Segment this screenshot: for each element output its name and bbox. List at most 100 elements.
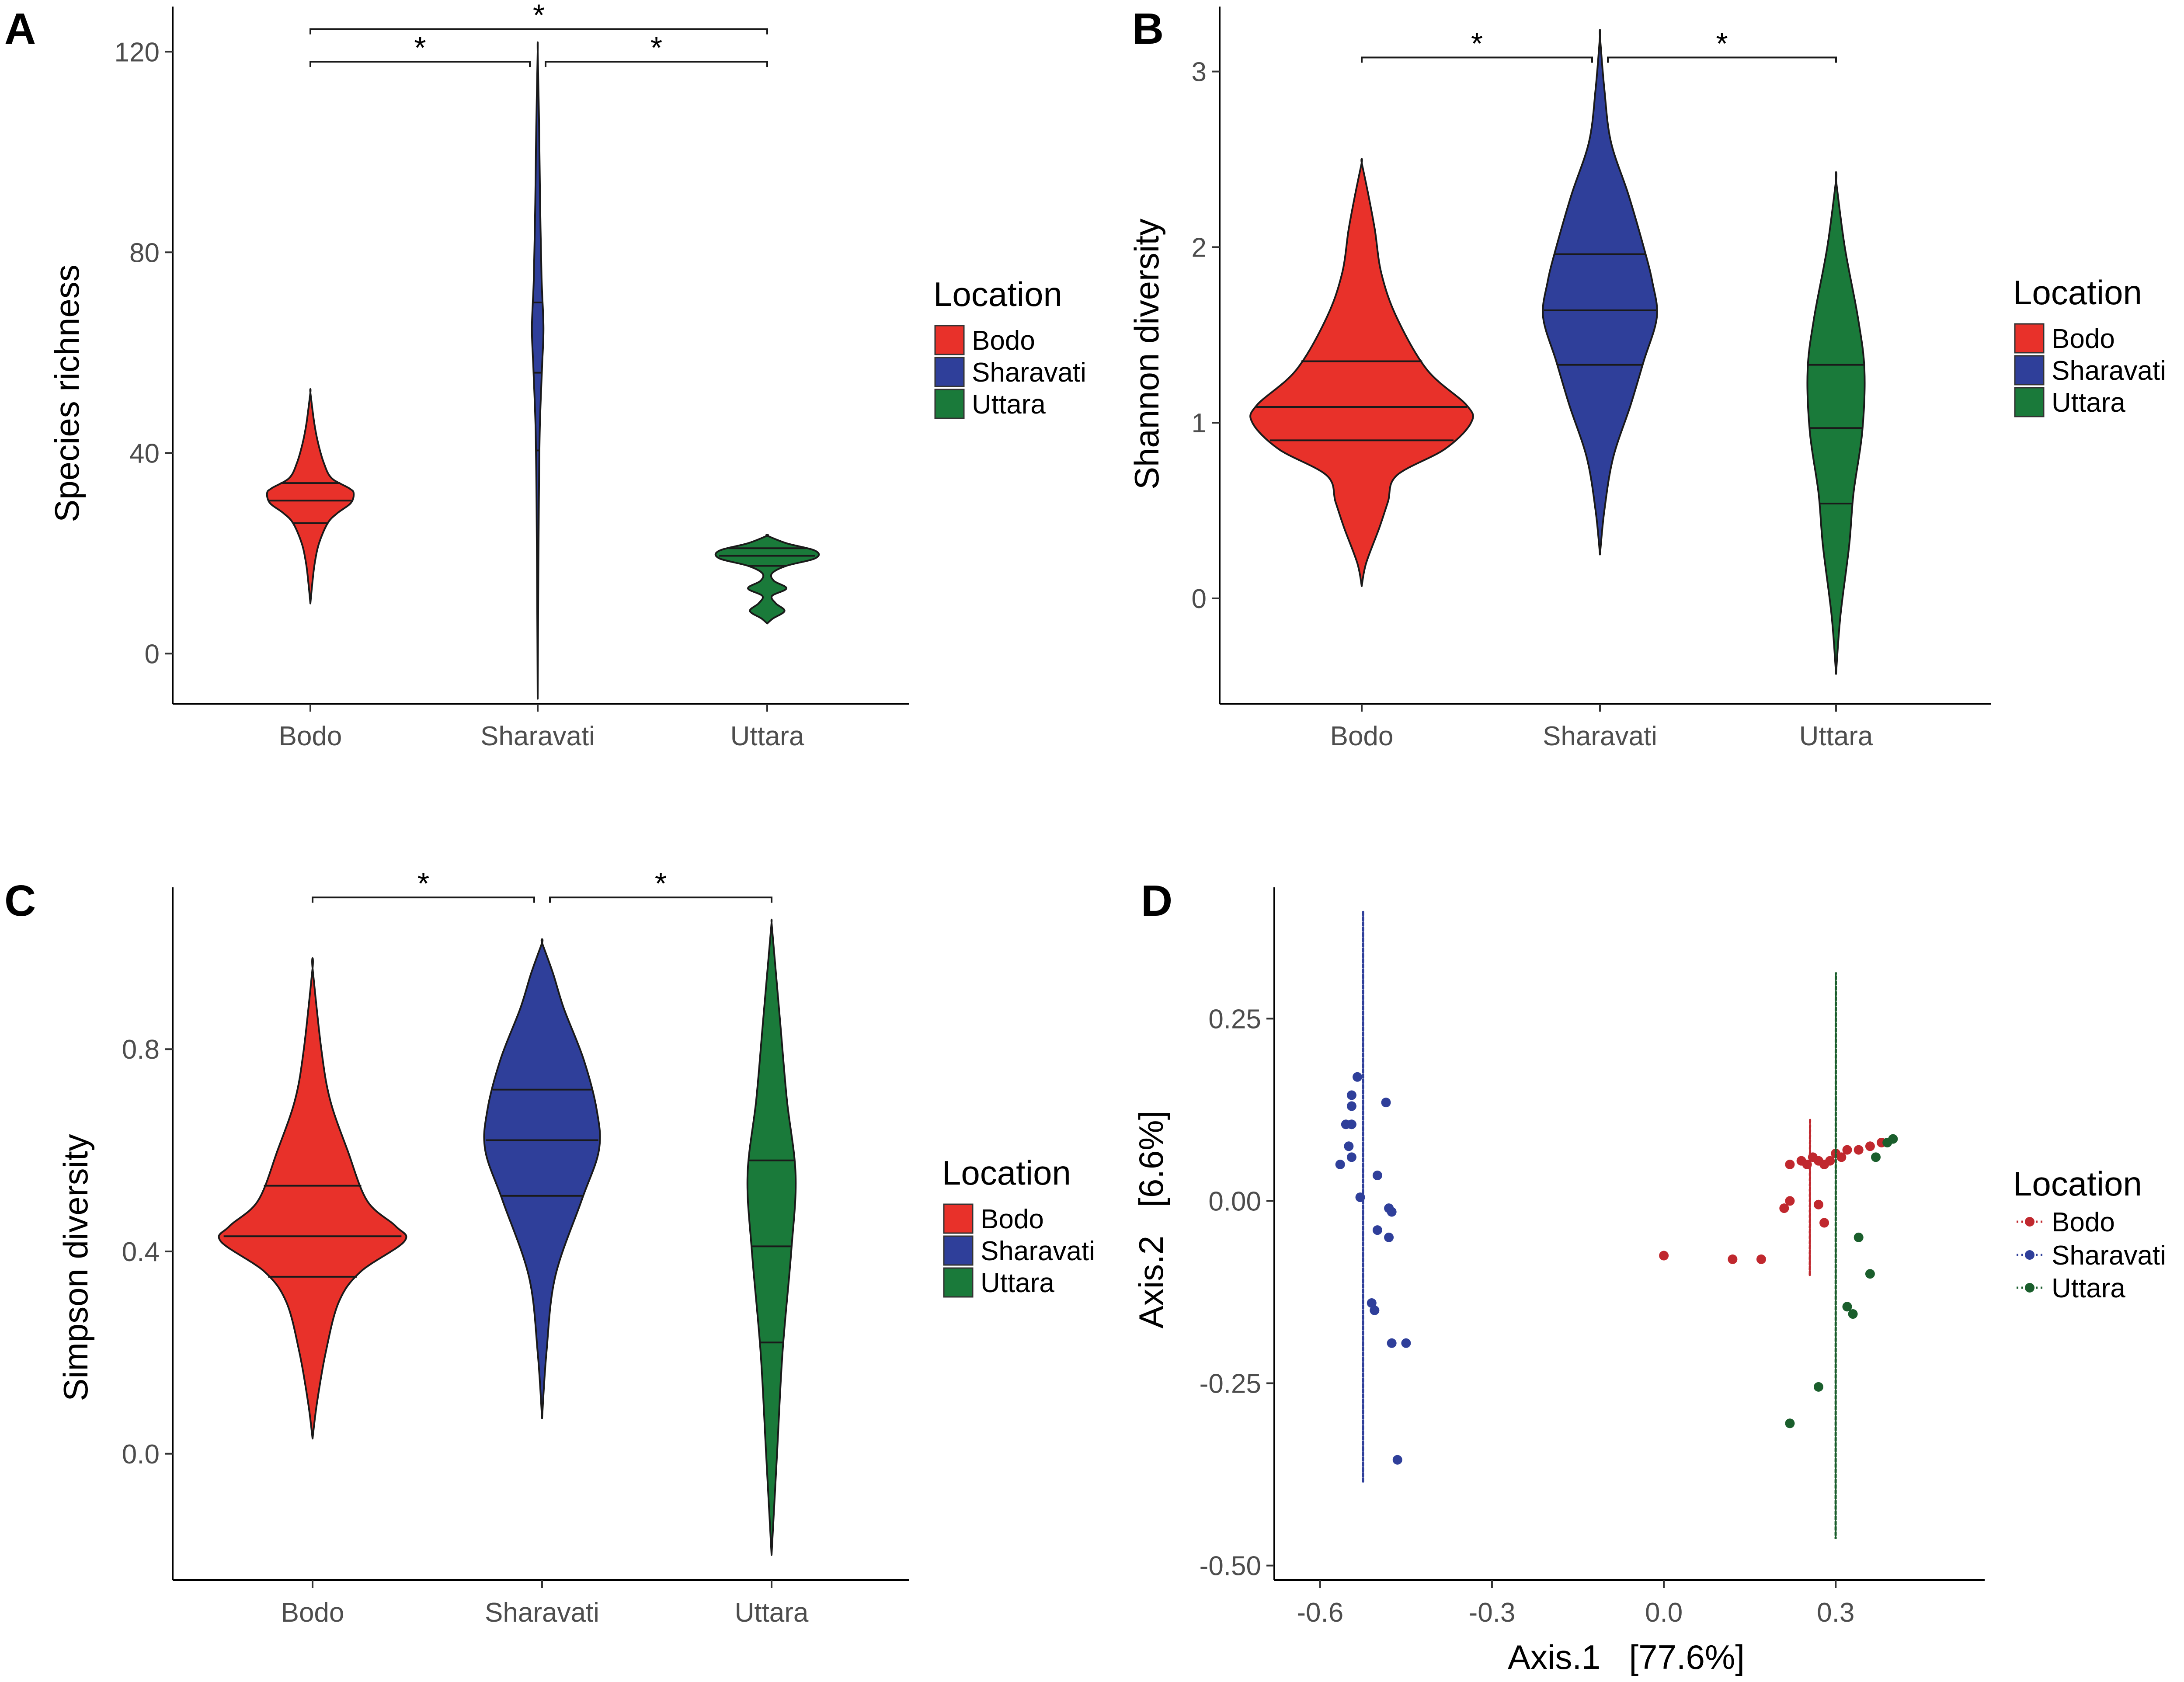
panel-a-legend: Location Bodo Sharavati Uttara bbox=[933, 275, 1086, 420]
panel-c-legend-key-bodo bbox=[943, 1203, 974, 1234]
panel-a-y-tick-label: 0 bbox=[145, 639, 160, 669]
panel-d-point-uttara bbox=[1813, 1382, 1823, 1392]
panel-c-legend-label-uttara: Uttara bbox=[981, 1268, 1054, 1298]
panel-d-legend-dot-bodo bbox=[2025, 1217, 2034, 1227]
panel-c-significance-bracket bbox=[312, 897, 535, 903]
panel-a-plot: 0 40 80 120 Bodo Sharavati Uttara * * * bbox=[115, 0, 909, 751]
panel-d-point-uttara bbox=[1842, 1302, 1852, 1312]
panel-c-violin-bodo bbox=[218, 957, 407, 1440]
panel-c-label: C bbox=[4, 876, 36, 925]
panel-a-y-tick-label: 40 bbox=[129, 438, 160, 469]
panel-d-point-bodo bbox=[1728, 1254, 1738, 1264]
panel-a-violin-bodo bbox=[266, 388, 355, 605]
panel-d-point-bodo bbox=[1825, 1156, 1835, 1166]
panel-c-x-tick-label-sharavati: Sharavati bbox=[485, 1598, 599, 1628]
panel-d-legend-label-bodo: Bodo bbox=[2052, 1207, 2115, 1237]
panel-d-point-bodo bbox=[1785, 1160, 1795, 1169]
panel-d-point-sharavati bbox=[1384, 1232, 1394, 1242]
panel-d-point-sharavati bbox=[1346, 1152, 1356, 1162]
panel-b-significance-bracket bbox=[1361, 56, 1593, 63]
panel-a-legend-label-uttara: Uttara bbox=[972, 389, 1046, 420]
panel-d-x-tick-label: -0.3 bbox=[1469, 1598, 1516, 1628]
panel-b-y-axis-title: Shannon diversity bbox=[1127, 219, 1166, 490]
panel-a-legend-label-bodo: Bodo bbox=[972, 326, 1035, 356]
panel-d-point-uttara bbox=[1865, 1269, 1875, 1279]
panel-c-plot: 0.0 0.4 0.8 Bodo Sharavati Uttara * * bbox=[122, 866, 909, 1628]
panel-d-point-bodo bbox=[1842, 1145, 1852, 1155]
panel-a-significance-star: * bbox=[533, 0, 545, 32]
panel-a-x-tick-label-bodo: Bodo bbox=[279, 721, 342, 751]
panel-d-point-bodo bbox=[1779, 1203, 1789, 1213]
panel-d-y-tick-label: 0.25 bbox=[1208, 1004, 1261, 1034]
panel-d-point-sharavati bbox=[1372, 1171, 1382, 1181]
panel-c-significance-star: * bbox=[417, 866, 429, 900]
panel-b-x-tick-label-uttara: Uttara bbox=[1799, 721, 1873, 751]
panel-d-point-uttara bbox=[1785, 1418, 1795, 1428]
panel-a-violin-sharavati bbox=[531, 41, 545, 700]
panel-a-significance-star: * bbox=[650, 31, 662, 65]
panel-c-legend-key-uttara bbox=[943, 1267, 974, 1298]
panel-d-point-sharavati bbox=[1335, 1160, 1345, 1169]
panel-c-significance-bracket bbox=[549, 897, 772, 903]
panel-b-x-tick-label-sharavati: Sharavati bbox=[1543, 721, 1657, 751]
panel-d-point-bodo bbox=[1813, 1199, 1823, 1209]
panel-b-label: B bbox=[1132, 4, 1164, 53]
panel-d-x-tick-label: 0.0 bbox=[1645, 1598, 1683, 1628]
panel-d-y-tick-label: -0.50 bbox=[1200, 1551, 1261, 1581]
panel-d-point-sharavati bbox=[1387, 1207, 1397, 1217]
panel-c-legend: Location Bodo Sharavati Uttara bbox=[942, 1154, 1095, 1298]
panel-d-point-bodo bbox=[1802, 1160, 1812, 1169]
panel-b-legend: Location Bodo Sharavati Uttara bbox=[2013, 273, 2166, 418]
panel-d-point-uttara bbox=[1848, 1309, 1858, 1319]
panel-d-point-bodo bbox=[1756, 1254, 1766, 1264]
panel-d-point-bodo bbox=[1836, 1152, 1847, 1162]
panel-d-point-uttara bbox=[1854, 1232, 1864, 1242]
panel-a-violin-uttara bbox=[714, 534, 820, 625]
panel-d-point-bodo bbox=[1659, 1251, 1669, 1261]
panel-d-point-sharavati bbox=[1392, 1455, 1402, 1465]
panel-d-x-axis-title: Axis.1 [77.6%] bbox=[1508, 1638, 1745, 1676]
panel-b-y-tick-label: 3 bbox=[1192, 57, 1207, 87]
panel-d: D -0.50 -0.25 0.00 0.25 -0.6 -0.3 0.0 0.3 Axis.… bbox=[1132, 876, 2166, 1676]
panel-b-legend-label-bodo: Bodo bbox=[2052, 324, 2115, 354]
panel-a-legend-key-uttara bbox=[934, 389, 965, 419]
panel-b-y-tick-label: 2 bbox=[1192, 233, 1207, 263]
panel-a-y-tick-label: 120 bbox=[115, 37, 160, 67]
panel-c-violin-sharavati bbox=[483, 938, 601, 1419]
panel-b-violin-bodo bbox=[1249, 158, 1474, 587]
panel-a-legend-key-sharavati bbox=[934, 357, 965, 387]
panel-b-legend-key-sharavati bbox=[2014, 355, 2045, 386]
panel-d-point-bodo bbox=[1785, 1196, 1795, 1206]
panel-c-violin-uttara bbox=[746, 918, 797, 1556]
panel-d-legend-label-sharavati: Sharavati bbox=[2052, 1241, 2166, 1271]
panel-a-y-axis-title: Species richness bbox=[48, 264, 86, 522]
panel-a-significance-bracket bbox=[310, 28, 768, 35]
panel-d-point-sharavati bbox=[1353, 1072, 1363, 1082]
panel-d-point-bodo bbox=[1865, 1141, 1875, 1151]
panel-c-significance-star: * bbox=[655, 866, 667, 900]
panel-d-label: D bbox=[1141, 876, 1172, 925]
panel-d-point-sharavati bbox=[1401, 1338, 1411, 1348]
panel-d-point-sharavati bbox=[1346, 1090, 1356, 1100]
panel-d-x-tick-label: 0.3 bbox=[1817, 1598, 1854, 1628]
panel-b-y-tick-label: 0 bbox=[1192, 584, 1207, 614]
panel-b-legend-key-bodo bbox=[2014, 323, 2045, 354]
panel-b-plot: 0 1 2 3 Bodo Sharavati Uttara * * bbox=[1192, 7, 1991, 751]
panel-b-legend-label-uttara: Uttara bbox=[2052, 388, 2125, 418]
panel-d-point-bodo bbox=[1854, 1145, 1864, 1155]
panel-b-legend-key-uttara bbox=[2014, 387, 2045, 417]
panel-c-legend-label-bodo: Bodo bbox=[981, 1204, 1044, 1234]
panel-d-point-sharavati bbox=[1355, 1192, 1365, 1202]
panel-d-point-sharavati bbox=[1344, 1141, 1354, 1151]
panel-d-point-uttara bbox=[1871, 1152, 1881, 1162]
panel-c-x-tick-label-bodo: Bodo bbox=[281, 1598, 344, 1628]
panel-b-significance-star: * bbox=[1471, 27, 1483, 61]
panel-a-legend-label-sharavati: Sharavati bbox=[972, 358, 1086, 388]
panel-b-x-tick-label-bodo: Bodo bbox=[1330, 721, 1394, 751]
panel-b-legend-title: Location bbox=[2013, 273, 2142, 312]
panel-d-y-tick-label: 0.00 bbox=[1208, 1186, 1261, 1216]
